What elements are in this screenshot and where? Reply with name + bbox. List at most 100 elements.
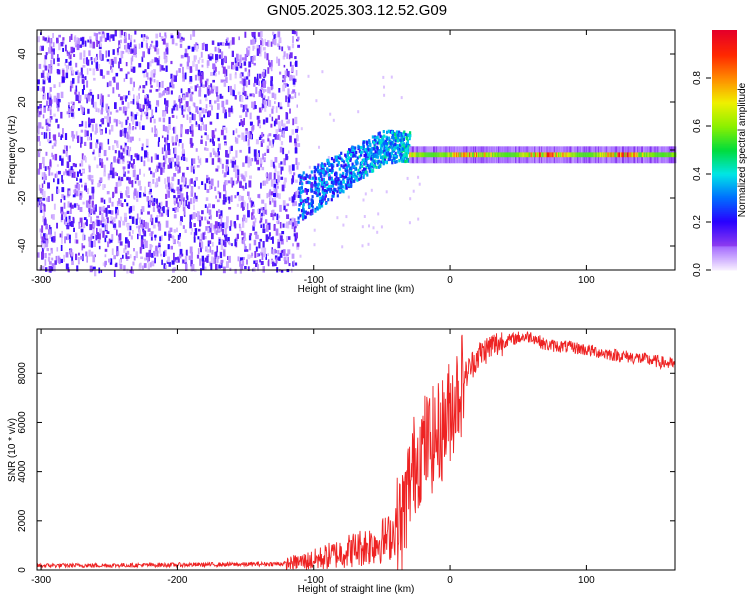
- heatmap-cell: [165, 184, 168, 189]
- heatmap-cell: [38, 63, 42, 69]
- heatmap-cell: [60, 111, 63, 119]
- heatmap-cell: [374, 150, 377, 154]
- heatmap-cell: [527, 152, 530, 158]
- heatmap-cell: [159, 64, 162, 72]
- heatmap-cell: [112, 223, 116, 228]
- heatmap-cell: [201, 64, 204, 68]
- heatmap-cell: [143, 111, 147, 115]
- heatmap-cell: [422, 152, 425, 158]
- heatmap-cell: [334, 188, 337, 192]
- heatmap-cell: [212, 148, 215, 153]
- heatmap-cell: [297, 162, 300, 166]
- heatmap-cell: [218, 54, 221, 59]
- heatmap-cell: [369, 167, 372, 171]
- colorbar-step: [712, 216, 737, 219]
- colorbar-step: [712, 130, 737, 133]
- heatmap-cell: [193, 44, 196, 51]
- heatmap-cell: [280, 166, 284, 171]
- heatmap-cell: [291, 129, 295, 135]
- heatmap-cell: [510, 152, 513, 158]
- heatmap-cell: [182, 172, 185, 178]
- heatmap-cell: [185, 185, 187, 189]
- heatmap-cell: [220, 243, 224, 251]
- heatmap-cell: [636, 152, 639, 158]
- heatmap-cell: [67, 102, 70, 106]
- heatmap-cell: [63, 195, 66, 201]
- heatmap-cell: [193, 165, 196, 170]
- heatmap-cell: [168, 157, 171, 163]
- heatmap-cell: [131, 163, 135, 169]
- heatmap-cell: [109, 170, 113, 175]
- heatmap-cell: [147, 77, 150, 80]
- heatmap-cell: [406, 140, 409, 144]
- heatmap-cell: [289, 61, 292, 67]
- heatmap-cell: [396, 144, 399, 148]
- heatmap-cell: [120, 30, 123, 36]
- heatmap-cell: [218, 264, 221, 269]
- heatmap-cell: [260, 141, 263, 147]
- heatmap-cell: [145, 112, 149, 117]
- heatmap-cell: [257, 150, 260, 158]
- heatmap-cell: [38, 184, 41, 191]
- heatmap-cell: [166, 186, 169, 193]
- heatmap-cell: [234, 95, 237, 100]
- heatmap-cell: [151, 115, 154, 119]
- heatmap-cell: [188, 255, 192, 261]
- heatmap-cell: [312, 176, 315, 180]
- heatmap-cell: [248, 243, 252, 251]
- heatmap-cell: [314, 180, 317, 184]
- heatmap-cell: [329, 187, 333, 192]
- heatmap-cell: [167, 190, 170, 198]
- heatmap-cell: [206, 174, 209, 179]
- heatmap-cell: [391, 130, 394, 135]
- heatmap-cell: [194, 74, 197, 81]
- heatmap-cell: [261, 247, 264, 253]
- heatmap-cell: [154, 153, 157, 160]
- heatmap-cell: [82, 201, 85, 205]
- heatmap-cell: [462, 152, 465, 158]
- heatmap-cell: [297, 194, 300, 198]
- heatmap-cell: [180, 216, 183, 222]
- heatmap-cell: [251, 93, 255, 97]
- heatmap-cell: [95, 142, 98, 149]
- heatmap-cell: [158, 202, 162, 209]
- heatmap-cell: [670, 152, 673, 158]
- heatmap-cell: [493, 152, 495, 158]
- heatmap-cell: [201, 58, 204, 63]
- heatmap-cell: [273, 224, 276, 231]
- heatmap-cell: [273, 39, 277, 46]
- heatmap-cell: [286, 120, 289, 124]
- heatmap-cell: [232, 156, 236, 162]
- heatmap-cell: [48, 224, 51, 232]
- heatmap-cell: [80, 160, 84, 167]
- heatmap-cell: [272, 261, 275, 267]
- heatmap-cell: [184, 104, 187, 110]
- colorbar-step: [712, 30, 737, 33]
- heatmap-cell: [239, 73, 242, 79]
- heatmap-cell: [180, 88, 183, 94]
- heatmap-cell: [139, 108, 143, 112]
- heatmap-cell: [272, 249, 275, 255]
- heatmap-cell: [243, 243, 246, 250]
- heatmap-cell: [341, 174, 344, 178]
- heatmap-cell: [281, 184, 285, 192]
- heatmap-cell: [92, 41, 96, 49]
- heatmap-cell: [251, 32, 255, 38]
- heatmap-cell: [179, 248, 183, 255]
- heatmap-cell: [278, 256, 281, 261]
- heatmap-cell: [149, 244, 152, 251]
- heatmap-cell: [237, 91, 241, 95]
- colorbar-step: [712, 82, 737, 85]
- heatmap-cell: [144, 221, 148, 229]
- heatmap-cell: [72, 136, 74, 142]
- heatmap-cell: [380, 160, 383, 164]
- heatmap-cell: [323, 190, 326, 194]
- heatmap-cell: [296, 242, 300, 247]
- heatmap-cell: [229, 85, 232, 91]
- heatmap-cell: [352, 174, 355, 178]
- heatmap-cell: [147, 257, 149, 263]
- heatmap-cell: [136, 174, 139, 181]
- heatmap-cell: [443, 152, 446, 158]
- heatmap-cell: [345, 166, 348, 170]
- heatmap-cell: [154, 57, 158, 63]
